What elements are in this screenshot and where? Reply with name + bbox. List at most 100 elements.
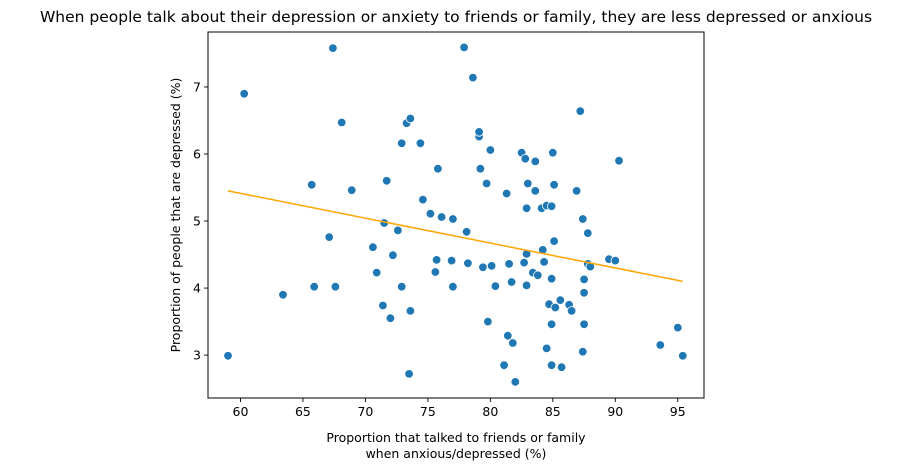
x-tick-label: 90 <box>607 404 623 419</box>
data-point <box>385 313 396 323</box>
data-point <box>530 186 541 196</box>
data-point <box>510 377 521 387</box>
data-point <box>372 267 382 278</box>
data-point <box>463 258 473 269</box>
data-point <box>578 347 588 357</box>
data-point <box>655 340 666 350</box>
data-point <box>485 145 496 155</box>
data-point <box>328 43 338 53</box>
y-tick-label: 6 <box>193 147 201 162</box>
data-point <box>521 280 532 291</box>
data-point <box>425 208 436 219</box>
data-point <box>478 262 488 273</box>
data-point <box>678 351 688 361</box>
data-point <box>504 259 514 269</box>
data-point <box>461 227 472 237</box>
data-point <box>521 203 532 214</box>
data-point <box>575 106 586 116</box>
data-point <box>481 178 492 189</box>
data-point <box>523 178 533 189</box>
plot-frame <box>207 31 705 399</box>
x-tick-label: 70 <box>357 404 373 419</box>
data-point <box>555 295 566 305</box>
data-point <box>550 302 561 313</box>
data-point <box>546 319 557 330</box>
data-point <box>433 163 443 174</box>
data-point <box>330 282 341 292</box>
y-axis-label: Proportion of people that are depressed … <box>168 78 183 353</box>
data-point <box>486 261 497 271</box>
data-point <box>475 163 486 174</box>
y-axis-ticks: 3 4 5 6 7 <box>193 79 208 363</box>
data-point <box>431 255 442 265</box>
data-point <box>506 277 517 287</box>
data-point <box>546 360 557 370</box>
data-point <box>223 351 233 361</box>
data-point <box>501 188 512 199</box>
x-tick-label: 75 <box>420 404 436 419</box>
x-tick-label: 85 <box>545 404 561 419</box>
data-point <box>436 212 447 222</box>
data-point <box>548 147 558 158</box>
x-axis-ticks: 60 65 70 75 80 85 90 95 <box>233 398 686 419</box>
data-point <box>539 257 549 267</box>
data-point <box>566 306 577 316</box>
y-tick-label: 5 <box>193 214 201 229</box>
data-point <box>579 274 589 285</box>
data-point <box>448 214 458 224</box>
y-tick-label: 7 <box>193 79 201 94</box>
data-point <box>393 225 403 236</box>
data-point <box>337 117 347 128</box>
data-point <box>446 255 457 266</box>
data-point <box>368 242 378 252</box>
data-point <box>520 153 531 164</box>
x-axis-label-line-1: Proportion that talked to friends or fam… <box>326 430 586 445</box>
data-point <box>549 236 559 246</box>
x-tick-label: 60 <box>233 404 249 419</box>
x-tick-label: 65 <box>295 404 311 419</box>
data-point <box>490 281 501 291</box>
data-point <box>503 331 513 341</box>
data-point <box>474 127 484 137</box>
data-point <box>405 306 416 316</box>
data-point <box>239 88 249 99</box>
data-point <box>508 338 518 348</box>
data-point <box>519 257 529 268</box>
data-point <box>614 155 624 166</box>
x-tick-label: 95 <box>670 404 686 419</box>
x-tick-label: 80 <box>482 404 498 419</box>
data-point <box>578 214 588 224</box>
data-point <box>404 369 414 379</box>
data-point <box>309 282 319 292</box>
data-point <box>541 343 552 354</box>
chart-title: When people talk about their depression … <box>40 8 872 26</box>
data-point <box>499 360 509 370</box>
data-point <box>556 362 567 372</box>
data-point <box>448 282 458 292</box>
data-point <box>415 138 426 149</box>
data-point <box>483 316 493 327</box>
data-point <box>673 322 683 333</box>
data-point <box>430 267 441 277</box>
data-point <box>530 156 541 167</box>
data-point <box>278 290 288 300</box>
data-point <box>583 228 593 238</box>
data-point <box>347 185 357 195</box>
data-point <box>324 232 334 242</box>
data-point <box>546 201 557 212</box>
data-point <box>546 274 557 284</box>
data-point <box>579 288 589 298</box>
data-point <box>571 186 582 196</box>
data-point <box>459 42 469 53</box>
data-point <box>397 282 407 292</box>
data-point <box>307 180 317 190</box>
trendline <box>227 190 683 283</box>
trendline-group <box>227 190 683 283</box>
data-point <box>468 72 478 83</box>
data-point <box>388 250 398 260</box>
data-point <box>418 194 428 205</box>
data-point <box>382 176 392 186</box>
data-point <box>397 138 407 149</box>
data-point <box>579 319 589 330</box>
